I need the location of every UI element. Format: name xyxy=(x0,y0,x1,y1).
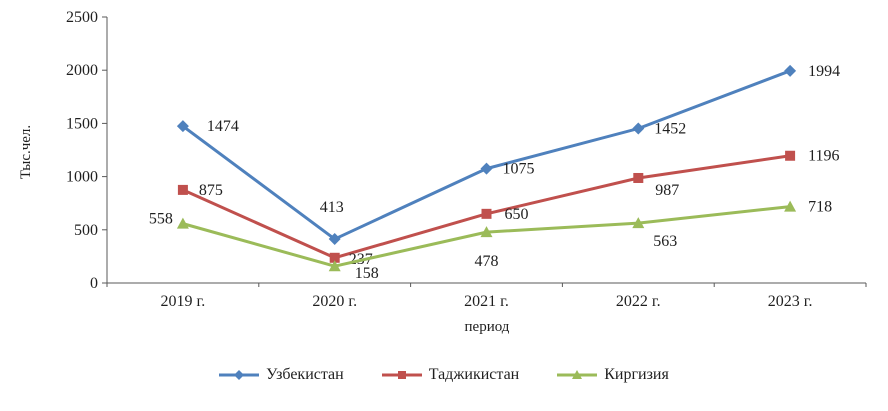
data-label: 875 xyxy=(199,182,223,199)
data-point-marker-triangle xyxy=(632,217,645,229)
x-axis-title: период xyxy=(465,319,510,335)
x-tick-label: 2019 г. xyxy=(161,293,206,310)
plot-area: 0 500 1000 1500 2000 2500 2019 г. 2020 г. 2021 г… xyxy=(66,9,867,310)
y-axis-title: Тыс.чел. xyxy=(18,125,34,179)
data-point-marker-diamond xyxy=(328,233,341,246)
line-chart: Тыс.чел. период 0 500 1000 1500 2000 2500 2019… xyxy=(18,9,867,335)
legend-label: Таджикистан xyxy=(428,366,520,383)
data-label: 1075 xyxy=(503,161,535,178)
y-tick-label: 1500 xyxy=(66,115,98,132)
data-point-marker-square xyxy=(397,371,406,379)
data-point-marker-triangle xyxy=(480,226,493,238)
data-point-marker-diamond xyxy=(480,162,493,175)
data-label: 650 xyxy=(505,206,529,223)
data-point-marker-square xyxy=(177,184,188,195)
data-point-marker-triangle xyxy=(328,260,341,272)
data-point-marker-triangle xyxy=(572,370,583,379)
data-point-marker-diamond xyxy=(632,122,645,135)
legend-item-1: Таджикистан xyxy=(381,366,520,384)
legend-item-2: Киргизия xyxy=(557,366,669,384)
y-tick-label: 0 xyxy=(90,275,98,292)
y-tick-label: 2000 xyxy=(66,62,98,79)
y-tick-label: 1000 xyxy=(66,169,98,186)
data-label: 1452 xyxy=(654,121,686,138)
data-point-marker-diamond xyxy=(176,120,189,133)
x-tick-label: 2021 г. xyxy=(464,293,509,310)
data-point-marker-square xyxy=(785,150,796,161)
legend-diamond-icon xyxy=(219,370,260,380)
data-label: 478 xyxy=(475,253,499,270)
data-label: 158 xyxy=(355,265,379,282)
data-point-marker-diamond xyxy=(234,370,245,380)
data-label: 413 xyxy=(320,199,344,216)
data-point-marker-triangle xyxy=(784,200,797,212)
x-tick-label: 2023 г. xyxy=(768,293,813,310)
legend-label: Киргизия xyxy=(604,366,669,383)
data-label: 1994 xyxy=(808,63,840,80)
data-label: 718 xyxy=(808,199,832,216)
data-label: 987 xyxy=(655,182,679,199)
data-point-marker-square xyxy=(329,252,340,263)
data-point-marker-square xyxy=(633,172,644,183)
legend-square-icon xyxy=(381,371,422,379)
data-label: 563 xyxy=(653,233,677,250)
legend-triangle-icon xyxy=(557,370,598,379)
data-point-marker-triangle xyxy=(176,217,189,229)
x-tick-label: 2022 г. xyxy=(616,293,661,310)
data-point-marker-square xyxy=(481,208,492,219)
legend: Узбекистан Таджикистан Киргизия xyxy=(0,366,888,384)
data-point-marker-diamond xyxy=(784,64,797,77)
legend-item-0: Узбекистан xyxy=(219,366,344,384)
legend-label: Узбекистан xyxy=(266,366,344,383)
data-label: 558 xyxy=(149,211,173,228)
data-label: 1474 xyxy=(207,118,239,135)
x-tick-label: 2020 г. xyxy=(312,293,357,310)
y-tick-label: 2500 xyxy=(66,9,98,26)
data-label: 1196 xyxy=(808,148,839,165)
y-tick-label: 500 xyxy=(74,222,98,239)
